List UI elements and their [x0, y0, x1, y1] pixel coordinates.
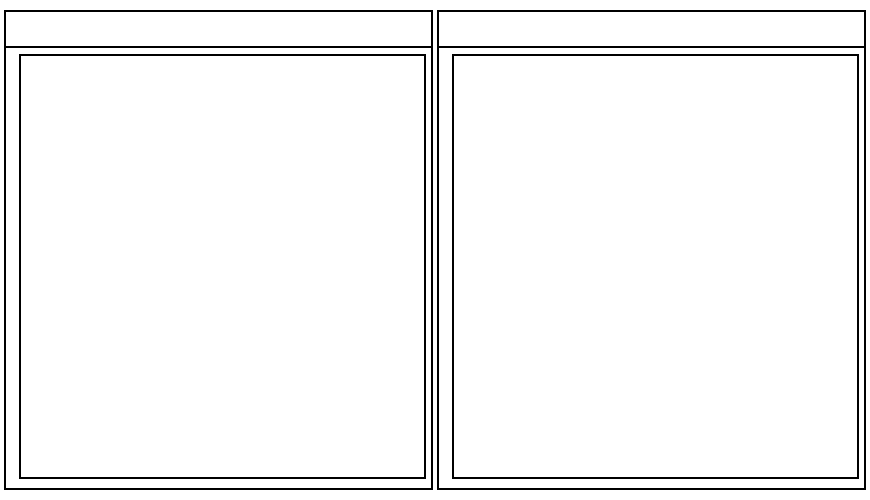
panel-chart-6: [4, 10, 433, 490]
ppi-factory-price-chart: [21, 56, 424, 477]
chart-7-frame: [452, 54, 859, 479]
chart-table: [4, 10, 866, 490]
chart-6-body: [6, 48, 431, 488]
panel-chart-7: [437, 10, 866, 490]
chart-7-body: [439, 48, 864, 488]
chart-6-header: [6, 12, 431, 48]
ppi-purchase-price-chart: [454, 56, 857, 477]
chart-7-header: [439, 12, 864, 48]
chart-6-frame: [19, 54, 426, 479]
